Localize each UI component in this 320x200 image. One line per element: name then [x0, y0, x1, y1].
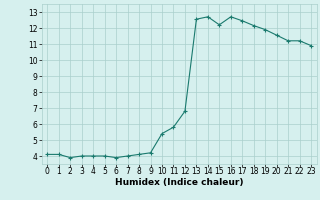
X-axis label: Humidex (Indice chaleur): Humidex (Indice chaleur)	[115, 178, 244, 187]
